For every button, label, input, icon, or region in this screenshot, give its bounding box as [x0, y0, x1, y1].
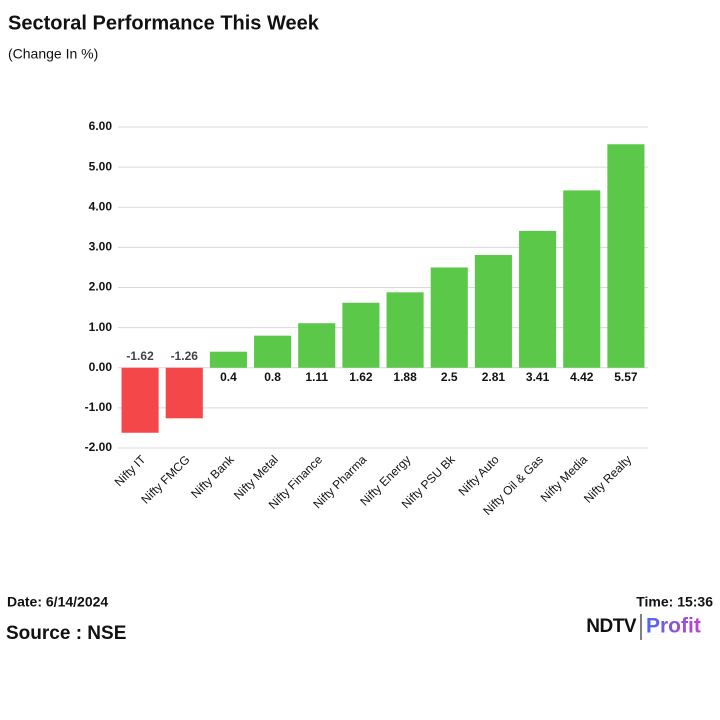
y-tick-label: -2.00 [85, 440, 113, 454]
chart-subtitle: (Change In %) [8, 46, 98, 62]
value-label: -1.26 [171, 349, 199, 363]
value-label: 5.57 [614, 370, 638, 384]
chart-title: Sectoral Performance This Week [8, 12, 320, 34]
value-label: 1.62 [349, 370, 373, 384]
bar [386, 292, 424, 368]
logo-profit: Profit [646, 615, 701, 638]
source: Source : NSE [6, 623, 126, 644]
time: Time: 15:36 [636, 594, 713, 610]
value-label: 2.5 [441, 370, 458, 384]
x-tick-label: Nifty Realty [581, 452, 634, 505]
bar [121, 367, 159, 433]
bar [342, 302, 380, 368]
y-tick-label: 5.00 [89, 159, 113, 173]
value-label: 3.41 [526, 370, 550, 384]
date: Date: 6/14/2024 [7, 594, 108, 610]
bar [254, 335, 292, 368]
value-label: 2.81 [482, 370, 506, 384]
x-tick-label: Nifty Auto [456, 452, 502, 498]
bar [209, 351, 247, 368]
logo-ndtv: NDTV [586, 616, 637, 637]
value-label: 0.8 [264, 370, 281, 384]
y-tick-label: 6.00 [89, 119, 113, 133]
value-label: 4.42 [570, 370, 594, 384]
y-tick-label: 1.00 [89, 320, 113, 334]
value-label: 1.11 [305, 370, 328, 384]
bar [474, 254, 512, 368]
value-label: 0.4 [220, 370, 237, 384]
y-tick-label: 3.00 [89, 240, 113, 254]
value-label: -1.62 [126, 349, 154, 363]
bar [519, 230, 557, 368]
bar [298, 323, 336, 368]
y-tick-label: 0.00 [89, 360, 113, 374]
y-tick-label: 4.00 [89, 199, 113, 213]
bar [165, 367, 203, 419]
y-tick-label: -1.00 [85, 400, 113, 414]
bar [607, 144, 645, 368]
x-tick-label: Nifty Bank [188, 452, 237, 501]
value-label: 1.88 [393, 370, 417, 384]
y-tick-label: 2.00 [89, 280, 113, 294]
bar [563, 190, 601, 368]
x-tick-label: Nifty IT [112, 452, 149, 489]
bar [430, 267, 468, 368]
